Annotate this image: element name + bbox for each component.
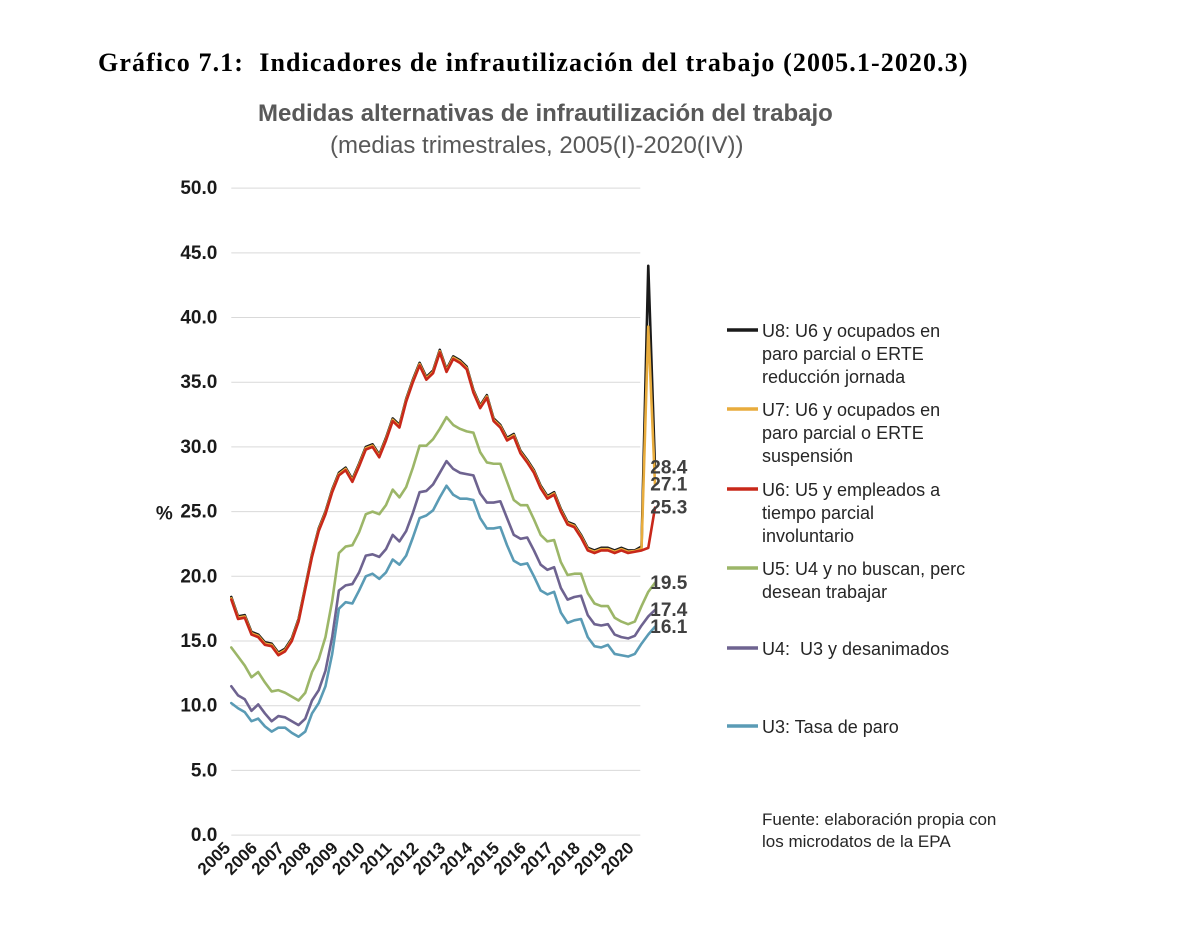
svg-text:2020: 2020	[597, 838, 637, 878]
svg-text:reducción jornada: reducción jornada	[762, 367, 906, 387]
svg-text:45.0: 45.0	[180, 243, 217, 264]
svg-text:35.0: 35.0	[180, 372, 217, 393]
svg-text:los microdatos de la EPA: los microdatos de la EPA	[762, 832, 951, 851]
svg-text:U7: U6 y ocupados en: U7: U6 y ocupados en	[762, 400, 940, 420]
svg-text:%: %	[156, 504, 173, 525]
svg-text:15.0: 15.0	[180, 631, 217, 652]
svg-text:27.1: 27.1	[650, 474, 687, 495]
svg-text:50.0: 50.0	[180, 178, 217, 199]
svg-text:19.5: 19.5	[650, 573, 687, 594]
svg-text:40.0: 40.0	[180, 308, 217, 329]
svg-text:paro parcial o ERTE: paro parcial o ERTE	[762, 423, 924, 443]
svg-text:25.0: 25.0	[180, 502, 217, 523]
svg-text:U6: U5 y empleados a: U6: U5 y empleados a	[762, 480, 941, 500]
svg-text:U5: U4 y no buscan, perc: U5: U4 y no buscan, perc	[762, 559, 965, 579]
svg-text:0.0: 0.0	[191, 825, 217, 846]
svg-text:U8: U6 y ocupados en: U8: U6 y ocupados en	[762, 321, 940, 341]
svg-text:U4: U3 y desanimados: U4: U3 y desanimados	[762, 639, 949, 659]
svg-text:Fuente: elaboración propia con: Fuente: elaboración propia con	[762, 810, 996, 829]
svg-text:25.3: 25.3	[650, 498, 687, 519]
svg-text:involuntario: involuntario	[762, 526, 854, 546]
svg-text:5.0: 5.0	[191, 760, 217, 781]
svg-text:desean trabajar: desean trabajar	[762, 582, 887, 602]
svg-text:U3: Tasa de paro: U3: Tasa de paro	[762, 717, 899, 737]
svg-text:tiempo parcial: tiempo parcial	[762, 503, 874, 523]
svg-text:16.1: 16.1	[650, 617, 687, 638]
svg-text:30.0: 30.0	[180, 437, 217, 458]
svg-text:suspensión: suspensión	[762, 446, 853, 466]
svg-text:paro parcial o ERTE: paro parcial o ERTE	[762, 344, 924, 364]
svg-text:10.0: 10.0	[180, 696, 217, 717]
svg-text:20.0: 20.0	[180, 566, 217, 587]
